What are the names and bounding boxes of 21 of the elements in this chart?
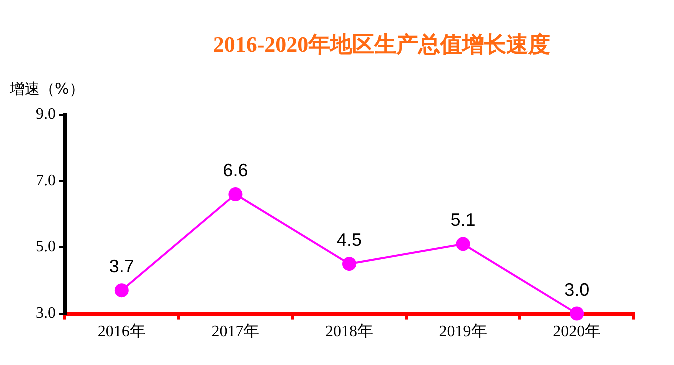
- x-tick-label: 2016年: [98, 324, 146, 341]
- point: [114, 284, 129, 298]
- data-label: 5.1: [450, 210, 476, 230]
- data-label: 4.5: [336, 230, 362, 250]
- data-label: 3.7: [109, 256, 134, 277]
- data-label: 3.0: [564, 280, 590, 300]
- point: [228, 188, 243, 202]
- point: [342, 257, 356, 272]
- x-tick-label: 2020年: [553, 324, 602, 341]
- y-tick-label: 7.0: [36, 172, 56, 190]
- y-tick-label: 5.0: [36, 238, 56, 256]
- point: [570, 306, 584, 321]
- y-tick-label: 3.0: [36, 305, 56, 322]
- y-tick-label: 9.0: [36, 106, 56, 124]
- point: [456, 237, 470, 252]
- y-axis-title: 增速（%）: [10, 80, 84, 99]
- data-label: 6.6: [223, 160, 248, 180]
- x-tick-label: 2018年: [326, 324, 374, 341]
- x-tick-label: 2017年: [212, 324, 260, 341]
- chart-title: 2016-2020年地区生产总值增长速度: [212, 31, 552, 59]
- x-tick-label: 2019年: [439, 324, 488, 341]
